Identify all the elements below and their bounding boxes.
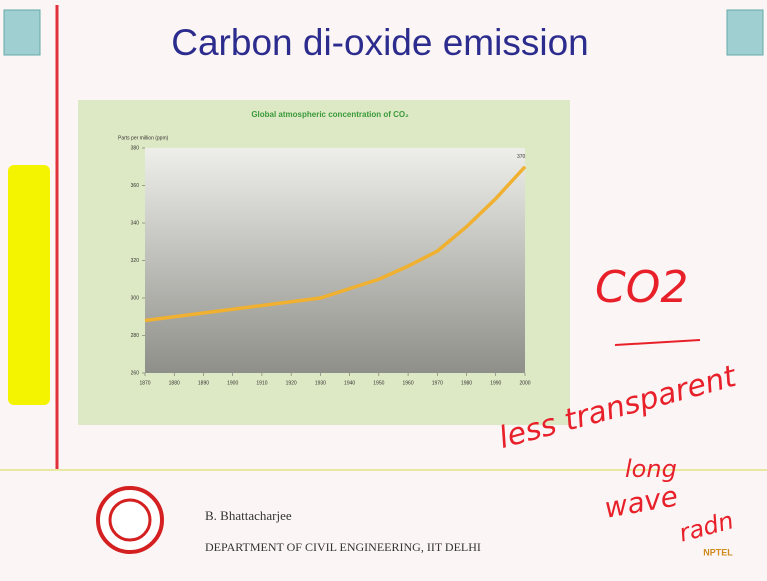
yellow-bar	[8, 165, 50, 405]
x-tick-label: 1970	[432, 380, 443, 386]
cube-right	[726, 9, 764, 56]
y-tick-label: 300	[131, 295, 140, 301]
y-tick-label: 340	[131, 220, 140, 226]
x-tick-label: 1980	[461, 380, 472, 386]
plot-area	[145, 148, 525, 373]
logo-inner	[108, 498, 152, 542]
handwriting: long	[625, 455, 677, 483]
x-tick-label: 1930	[315, 380, 326, 386]
x-tick-label: 1950	[373, 380, 384, 386]
handwriting: CO2	[595, 262, 688, 313]
x-tick-label: 1990	[490, 380, 501, 386]
nptel-logo: NPTEL	[703, 547, 733, 557]
x-tick-label: 1960	[403, 380, 414, 386]
y-tick-label: 260	[131, 370, 140, 376]
author: B. Bhattacharjee	[205, 508, 292, 523]
x-tick-label: 1870	[139, 380, 150, 386]
y-axis-label: Parts per million (ppm)	[118, 135, 169, 141]
end-label: 370	[517, 154, 526, 160]
data-line	[144, 165, 527, 323]
y-tick-label: 380	[131, 145, 140, 151]
x-tick-label: 1940	[344, 380, 355, 386]
chart: 260 280 300 320 340 360 380 1870 1880 1890 1900 191…	[131, 145, 531, 386]
y-tick-label: 360	[131, 183, 140, 189]
x-tick-label: 1890	[198, 380, 209, 386]
chart-title: Global atmospheric concentration of CO₂	[251, 110, 409, 119]
cube-left	[3, 9, 41, 56]
x-tick-label: 1880	[169, 380, 180, 386]
department: DEPARTMENT OF CIVIL ENGINEERING, IIT DEL…	[205, 540, 481, 554]
underline	[614, 339, 701, 346]
slide-title: Carbon di-oxide emission	[171, 22, 588, 63]
logo	[96, 486, 164, 554]
y-tick-label: 320	[131, 258, 140, 264]
y-tick-label: 280	[131, 333, 140, 339]
x-tick-label: 1900	[227, 380, 238, 386]
x-tick-label: 2000	[519, 380, 530, 386]
x-tick-label: 1920	[286, 380, 297, 386]
x-tick-label: 1910	[256, 380, 267, 386]
